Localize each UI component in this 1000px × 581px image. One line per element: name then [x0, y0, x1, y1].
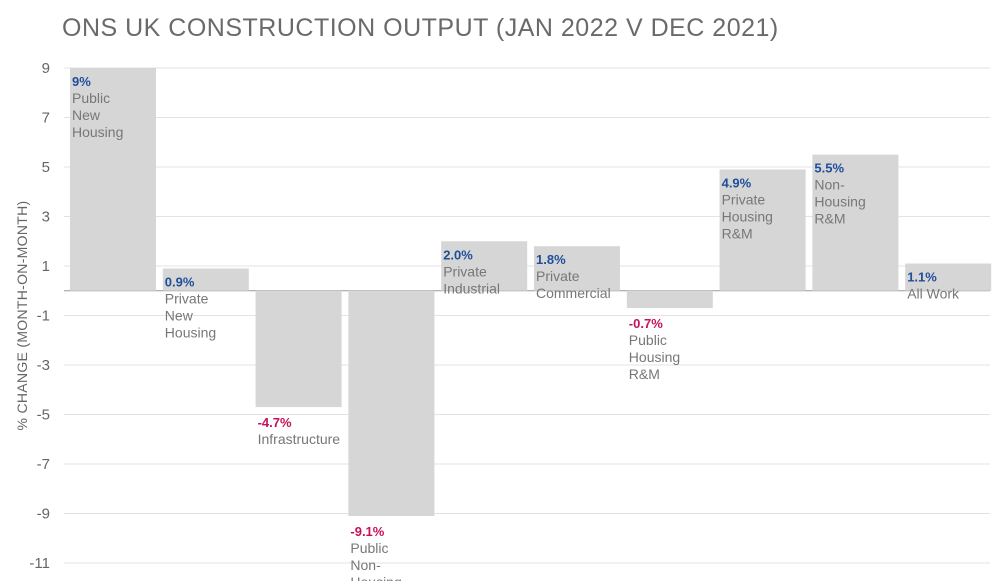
- data-label: -4.7%: [258, 415, 292, 430]
- y-tick-label: -1: [37, 308, 50, 325]
- data-label: 4.9%: [722, 175, 752, 190]
- y-tick-label: -9: [37, 506, 50, 523]
- category-label: Housing: [722, 208, 773, 224]
- category-label: New: [165, 307, 194, 323]
- category-label: Public: [72, 90, 110, 106]
- category-label: Private: [165, 290, 209, 306]
- category-label: R&M: [814, 211, 845, 227]
- y-axis-ticks: 9 7 5 3 1 -1 -3 -5 -7 -9 -11: [29, 60, 50, 572]
- data-label: 5.5%: [814, 161, 844, 176]
- y-tick-label: -11: [29, 555, 50, 572]
- category-label: New: [72, 107, 101, 123]
- y-tick-label: -7: [37, 456, 50, 473]
- category-label: Private: [722, 191, 766, 207]
- category-label: Public: [629, 332, 667, 348]
- bar: [719, 169, 806, 291]
- category-label: Private: [536, 268, 580, 284]
- category-label: Commercial: [536, 285, 611, 301]
- data-label: 0.9%: [165, 274, 195, 289]
- data-label: 2.0%: [443, 247, 473, 262]
- category-label: Infrastructure: [258, 431, 341, 447]
- y-tick-label: -3: [37, 357, 50, 374]
- bar: [626, 290, 713, 309]
- bar: [534, 246, 620, 291]
- bar: [441, 241, 528, 291]
- bar-labels: 9%PublicNewHousing0.9%PrivateNewHousing-…: [72, 74, 960, 581]
- y-tick-label: -5: [37, 407, 50, 424]
- data-label: 1.1%: [907, 270, 937, 285]
- y-tick-label: 7: [42, 110, 50, 127]
- category-label: R&M: [629, 366, 660, 382]
- category-label: Housing: [350, 574, 401, 581]
- category-label: Private: [443, 263, 487, 279]
- bar: [905, 263, 992, 291]
- y-axis-label: % CHANGE (MONTH-ON-MONTH): [14, 201, 30, 431]
- chart-title: ONS UK CONSTRUCTION OUTPUT (JAN 2022 V D…: [62, 14, 779, 42]
- category-label: Housing: [72, 124, 123, 140]
- y-tick-label: 9: [42, 60, 50, 77]
- category-label: Housing: [629, 349, 680, 365]
- bar: [348, 290, 435, 516]
- category-label: Housing: [814, 194, 865, 210]
- y-tick-label: 5: [42, 159, 50, 176]
- category-label: Public: [350, 540, 388, 556]
- category-label: R&M: [722, 225, 753, 241]
- bar: [162, 268, 249, 291]
- data-label: 9%: [72, 74, 91, 89]
- data-label: -9.1%: [350, 524, 384, 539]
- category-label: Housing: [165, 324, 216, 340]
- data-label: -0.7%: [629, 316, 663, 331]
- gridlines: [64, 67, 990, 564]
- data-label: 1.8%: [536, 252, 566, 267]
- bar: [70, 68, 156, 291]
- category-label: Industrial: [443, 280, 500, 296]
- category-label: All Work: [907, 286, 960, 302]
- category-label: Non-: [814, 177, 845, 193]
- y-tick-label: 1: [42, 258, 50, 275]
- category-label: Non-: [350, 557, 381, 573]
- bar: [812, 154, 899, 291]
- y-tick-label: 3: [42, 209, 50, 226]
- bars: [70, 68, 992, 516]
- bar: [255, 290, 342, 408]
